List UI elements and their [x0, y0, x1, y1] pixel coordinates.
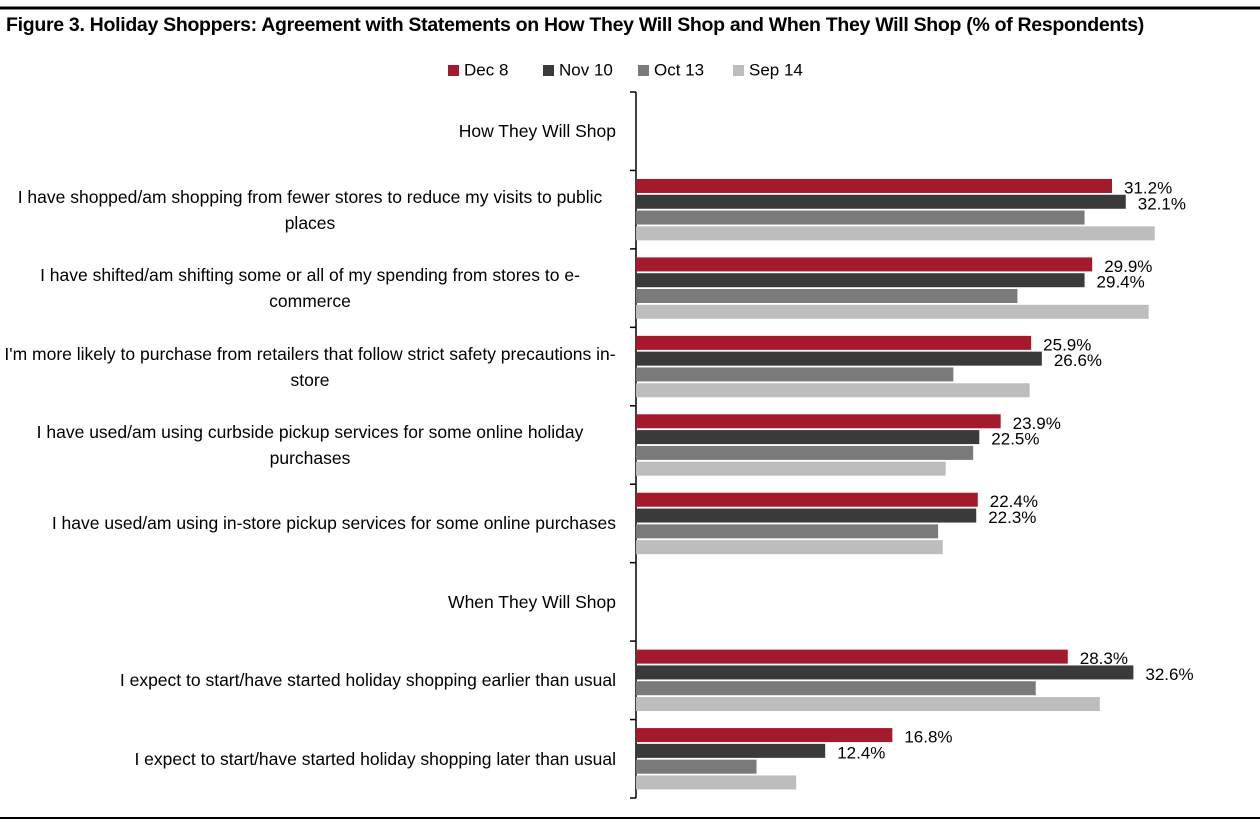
value-label: 32.6% [1145, 665, 1193, 684]
bar [636, 540, 943, 555]
value-label: 22.3% [988, 508, 1036, 527]
bar [636, 665, 1134, 680]
bar [636, 759, 757, 774]
category-text: I'm more likely to purchase from retaile… [4, 343, 616, 390]
category-text: How They Will Shop [458, 121, 616, 142]
bar [636, 194, 1126, 209]
category-label: I expect to start/have started holiday s… [120, 641, 616, 719]
category-label: I have shopped/am shopping from fewer st… [4, 170, 616, 248]
legend-label: Sep 14 [749, 60, 803, 79]
legend-label: Dec 8 [464, 60, 508, 79]
legend-swatch [448, 65, 459, 76]
value-label: 22.5% [991, 430, 1039, 449]
value-label: 25.9% [1043, 335, 1091, 354]
category-text: I have used/am using curbside pickup ser… [36, 421, 584, 468]
value-label: 28.3% [1080, 649, 1128, 668]
value-label: 29.9% [1104, 257, 1152, 276]
bar [636, 210, 1085, 225]
category-text: I expect to start/have started holiday s… [134, 748, 616, 769]
value-label: 22.4% [990, 492, 1038, 511]
bar [636, 289, 1018, 304]
value-label: 16.8% [904, 728, 952, 747]
legend-label: Nov 10 [559, 60, 613, 79]
category-text: I have shopped/am shopping from fewer st… [17, 186, 603, 233]
bar [636, 508, 977, 523]
category-text: When They Will Shop [448, 591, 616, 612]
bar [636, 649, 1068, 664]
bar [636, 351, 1042, 366]
legend-swatch [638, 65, 649, 76]
bar [636, 524, 939, 539]
value-label: 31.2% [1124, 178, 1172, 197]
category-text: I expect to start/have started holiday s… [119, 670, 616, 691]
category-label: I'm more likely to purchase from retaile… [4, 327, 616, 405]
bar [636, 697, 1100, 712]
category-label: How They Will Shop [459, 92, 616, 170]
bar [636, 681, 1036, 696]
category-label: I have used/am using curbside pickup ser… [4, 406, 616, 484]
category-label: When They Will Shop [448, 563, 616, 641]
chart-title: Figure 3. Holiday Shoppers: Agreement wi… [6, 14, 1144, 36]
category-label: I have shifted/am shifting some or all o… [4, 249, 616, 327]
bar [636, 335, 1032, 350]
bar [636, 445, 974, 460]
category-text: I have shifted/am shifting some or all o… [40, 265, 580, 312]
bar [636, 728, 893, 743]
value-label: 32.1% [1138, 194, 1186, 213]
bar [636, 273, 1085, 288]
bar [636, 367, 954, 382]
bar [636, 743, 826, 758]
bar [636, 492, 978, 507]
bar [636, 461, 946, 476]
value-label: 23.9% [1013, 414, 1061, 433]
category-label: I have used/am using in-store pickup ser… [52, 484, 616, 562]
value-label: 29.4% [1097, 273, 1145, 292]
legend-swatch [543, 65, 554, 76]
bar [636, 304, 1149, 319]
bar [636, 257, 1093, 272]
legend-swatch [733, 65, 744, 76]
legend-label: Oct 13 [654, 60, 704, 79]
bar [636, 414, 1001, 429]
category-label: I expect to start/have started holiday s… [134, 720, 616, 798]
value-label: 12.4% [837, 743, 885, 762]
bar [636, 383, 1030, 398]
bar [636, 178, 1113, 193]
bar [636, 430, 980, 445]
bar [636, 775, 797, 790]
bar [636, 226, 1155, 241]
category-text: I have used/am using in-store pickup ser… [51, 513, 616, 534]
value-label: 26.6% [1054, 351, 1102, 370]
